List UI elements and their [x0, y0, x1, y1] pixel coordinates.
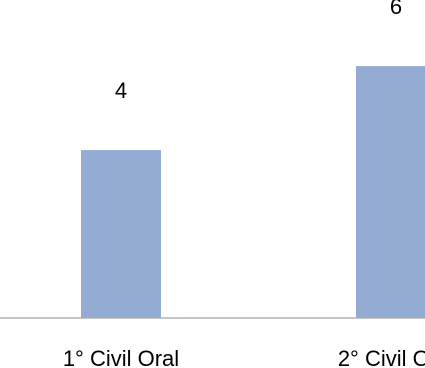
- category-label-2: 2° Civil Oral: [338, 346, 425, 368]
- bar-1: [81, 150, 161, 318]
- data-label-1: 4: [115, 78, 127, 103]
- bars-group: [81, 66, 425, 318]
- category-labels-group: 1° Civil Oral 2° Civil Oral: [63, 346, 425, 368]
- category-label-1: 1° Civil Oral: [63, 346, 179, 368]
- data-label-2: 6: [390, 0, 402, 19]
- data-labels-group: 46: [115, 0, 402, 103]
- bar-2: [356, 66, 425, 318]
